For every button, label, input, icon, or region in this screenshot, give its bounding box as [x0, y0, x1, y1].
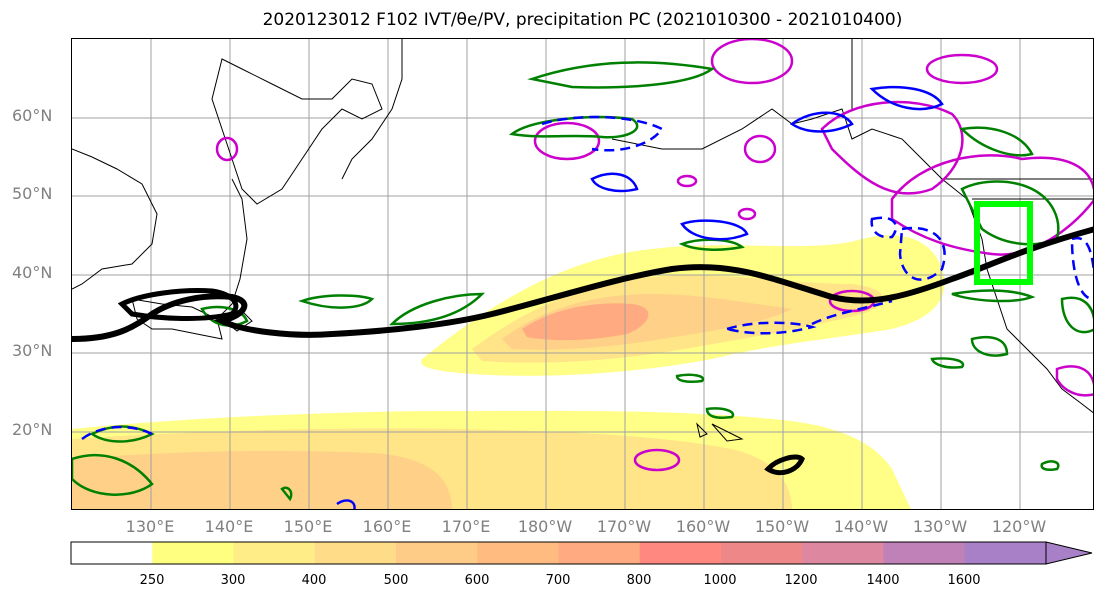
lon-label-170e: 170°E	[441, 517, 491, 536]
lon-label-140w: 140°W	[833, 517, 889, 536]
lon-label-130w: 130°W	[912, 517, 968, 536]
lat-label-30n: 30°N	[12, 341, 53, 360]
colorbar-tick-300: 300	[220, 573, 246, 588]
colorbar-tick-400: 400	[301, 573, 327, 588]
theta-e-contours	[72, 61, 1093, 502]
colorbar-tick-500: 500	[383, 573, 409, 588]
colorbar-outline	[70, 541, 1047, 565]
map-canvas	[72, 39, 1093, 509]
front-line	[72, 226, 1093, 342]
ivt-contours	[81, 85, 1093, 509]
colorbar-cell	[477, 542, 559, 564]
colorbar-cells	[71, 542, 1047, 564]
lat-label-40n: 40°N	[12, 263, 53, 282]
colorbar-cell	[883, 542, 966, 564]
colorbar-tick-1000: 1000	[703, 573, 737, 588]
colorbar-tick-1400: 1400	[866, 573, 900, 588]
colorbar-tick-700: 700	[545, 573, 571, 588]
colorbar-tick-1200: 1200	[784, 573, 818, 588]
lon-label-130e: 130°E	[125, 517, 175, 536]
small-black-ring	[764, 454, 805, 476]
lon-label-150w: 150°W	[754, 517, 810, 536]
closed-front-segment	[117, 288, 239, 322]
colorbar-cell	[964, 542, 1047, 564]
colorbar-cell	[233, 542, 316, 564]
colorbar-cell	[396, 542, 478, 564]
colorbar-tick-600: 600	[464, 573, 490, 588]
colorbar-tick-250: 250	[139, 573, 165, 588]
lat-label-60n: 60°N	[12, 106, 53, 125]
colorbar-tick-800: 800	[626, 573, 652, 588]
colorbar-cell	[71, 542, 153, 564]
lon-label-120w: 120°W	[991, 517, 1047, 536]
colorbar-cell	[639, 542, 722, 564]
colorbar-tick-1600: 1600	[947, 573, 981, 588]
colorbar-cell	[802, 542, 884, 564]
colorbar-cell	[558, 542, 641, 564]
map-title: 2020123012 F102 IVT/θe/PV, precipitation…	[262, 10, 903, 30]
colorbar-cell	[314, 542, 397, 564]
map-plot-area	[71, 38, 1094, 510]
lon-label-180w: 180°W	[517, 517, 573, 536]
colorbar-cell	[721, 542, 803, 564]
lon-label-140e: 140°E	[204, 517, 254, 536]
lon-label-150e: 150°E	[283, 517, 333, 536]
lon-label-160w: 160°W	[675, 517, 731, 536]
target-region-box	[974, 201, 1033, 285]
ivt-shading	[72, 235, 945, 509]
lat-label-50n: 50°N	[12, 184, 53, 203]
colorbar-extend-arrow	[1045, 541, 1093, 565]
lat-label-20n: 20°N	[12, 420, 53, 439]
colorbar-cell	[152, 542, 234, 564]
lon-label-170w: 170°W	[596, 517, 652, 536]
lon-label-160e: 160°E	[362, 517, 412, 536]
